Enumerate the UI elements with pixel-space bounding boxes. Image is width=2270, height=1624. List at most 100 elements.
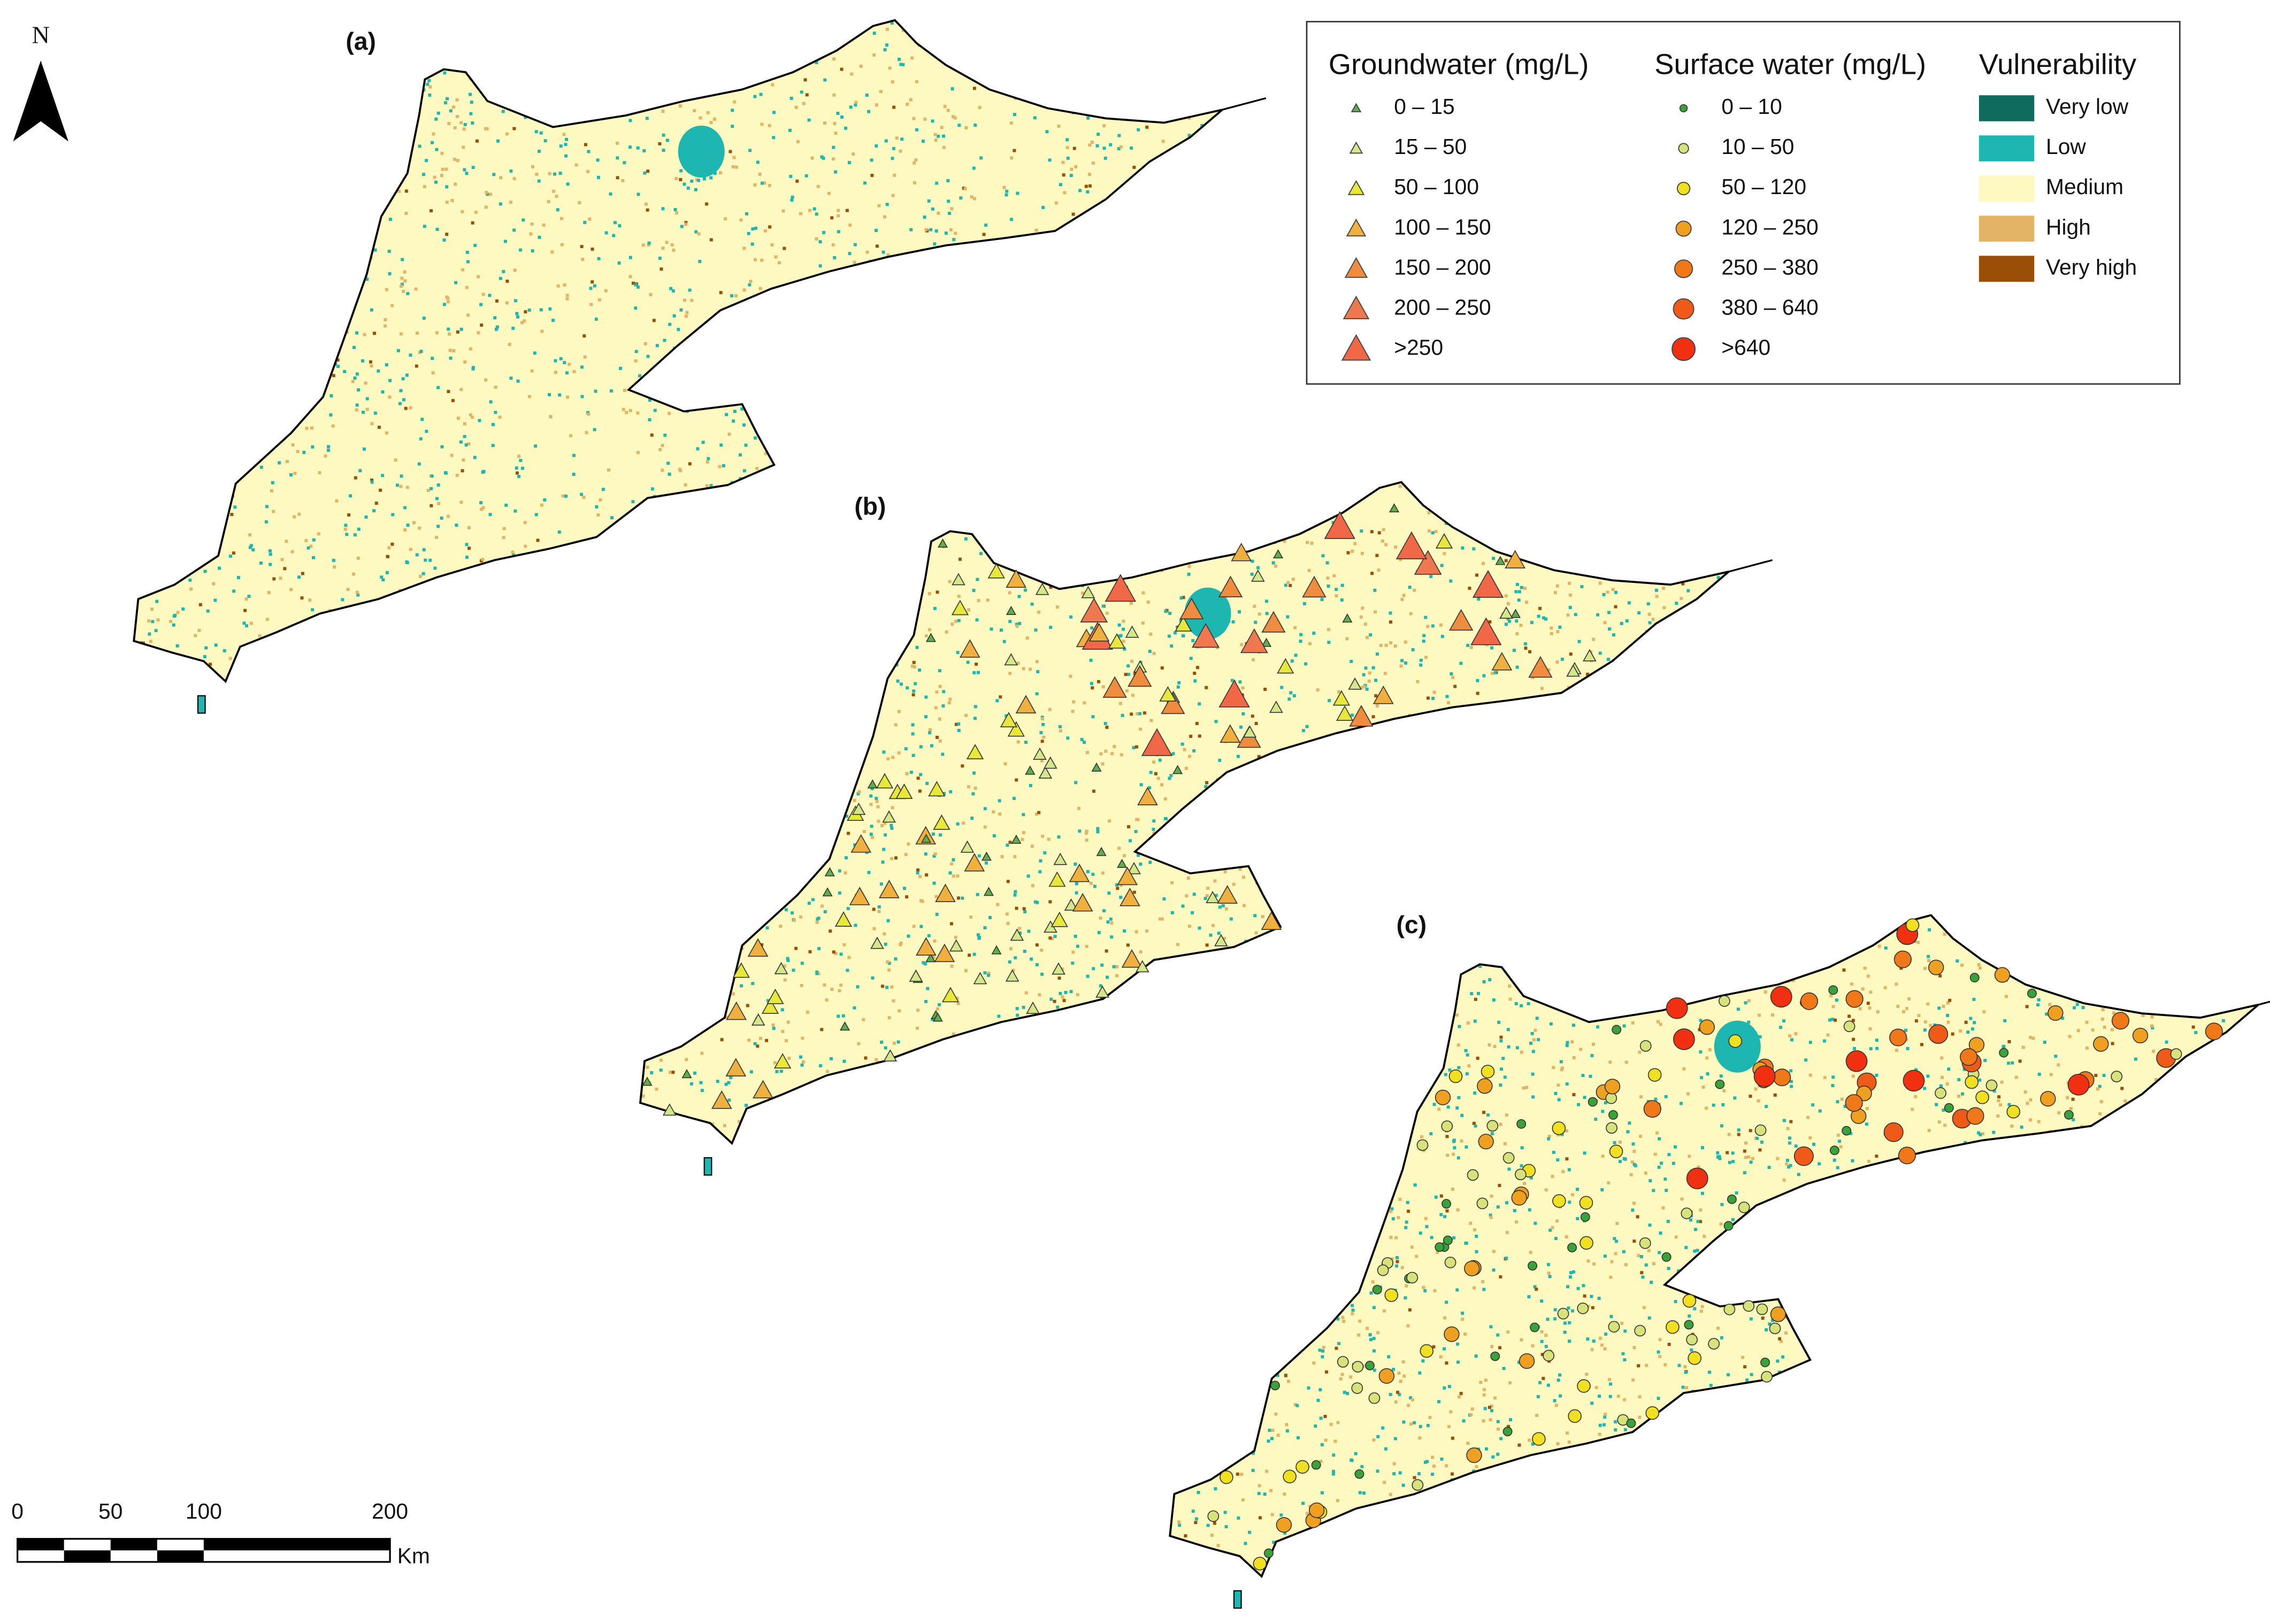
pixel [788,1117,792,1121]
pixel [1015,334,1018,337]
pixel [894,525,898,529]
pixel [242,375,246,379]
pixel [651,639,655,643]
pixel [881,860,885,864]
pixel [934,374,938,378]
pixel [213,111,217,114]
pixel [745,61,749,65]
pixel [891,622,894,626]
pixel [679,169,683,173]
pixel [901,550,905,554]
pixel [1566,869,1570,873]
pixel [1198,926,1201,930]
pixel [1233,1003,1237,1006]
pixel [779,653,783,657]
pixel [1411,1117,1415,1121]
pixel [978,1037,982,1041]
pixel [880,823,884,827]
pixel [907,934,910,938]
pixel [151,464,155,468]
pixel [1331,987,1335,990]
pixel [242,621,246,625]
pixel [435,227,439,231]
pixel [421,572,425,575]
pixel [244,298,248,302]
pixel [531,249,534,253]
pixel [1169,1088,1172,1091]
pixel [552,189,556,193]
pixel [723,917,727,920]
pixel [458,33,462,37]
pixel [731,800,735,804]
pixel [303,206,306,210]
pixel [1318,1042,1322,1045]
pixel [949,790,953,794]
pixel [1690,915,1694,919]
pixel [977,1135,980,1138]
pixel [1261,915,1264,919]
pixel [865,349,869,352]
pixel [1071,234,1075,237]
pixel [179,123,182,127]
pixel [849,554,853,558]
pixel [742,574,746,578]
pixel [391,513,395,517]
pixel [999,548,1002,551]
pixel [704,608,708,612]
pixel [1354,1072,1358,1075]
pixel [1008,1066,1011,1070]
pixel [761,399,764,403]
pixel [515,64,519,68]
pixel [1149,719,1153,722]
pixel [766,515,770,519]
pixel [1453,972,1456,975]
pixel [1476,691,1479,695]
pixel [612,234,616,237]
pixel [628,145,632,149]
pixel [1023,537,1027,541]
pixel [517,475,521,479]
pixel [1137,520,1140,524]
pixel [1652,552,1655,556]
pixel [1660,537,1663,541]
pixel [1069,674,1072,678]
pixel [1318,782,1322,786]
pixel [882,750,886,754]
pixel [435,148,439,151]
pixel [724,618,727,621]
pixel [1054,552,1058,556]
pixel [661,396,665,399]
pixel [794,946,798,950]
pixel [590,247,594,251]
pixel [1613,914,1617,918]
pixel [1152,1040,1156,1043]
pixel [1198,702,1201,706]
pixel [1107,1076,1110,1080]
pixel [1063,509,1067,512]
pixel [232,551,235,555]
pixel [894,957,898,961]
pixel [728,150,732,153]
pixel [933,939,937,943]
pixel [785,674,788,678]
pixel [950,293,954,296]
pixel [535,680,539,682]
pixel [807,902,811,905]
pixel [1041,722,1045,726]
pixel [441,167,444,171]
pixel [477,275,480,279]
pixel [386,555,390,558]
pixel [755,467,759,470]
pixel [894,856,898,860]
pixel [1092,967,1095,971]
pixel [290,208,294,212]
pixel [1697,559,1700,563]
region-fill [134,20,1223,682]
pixel [685,661,689,665]
pixel [311,649,315,653]
pixel [879,90,883,94]
pixel [582,645,586,649]
pixel [206,375,210,379]
pixel [1102,574,1106,578]
pixel [1030,602,1034,606]
